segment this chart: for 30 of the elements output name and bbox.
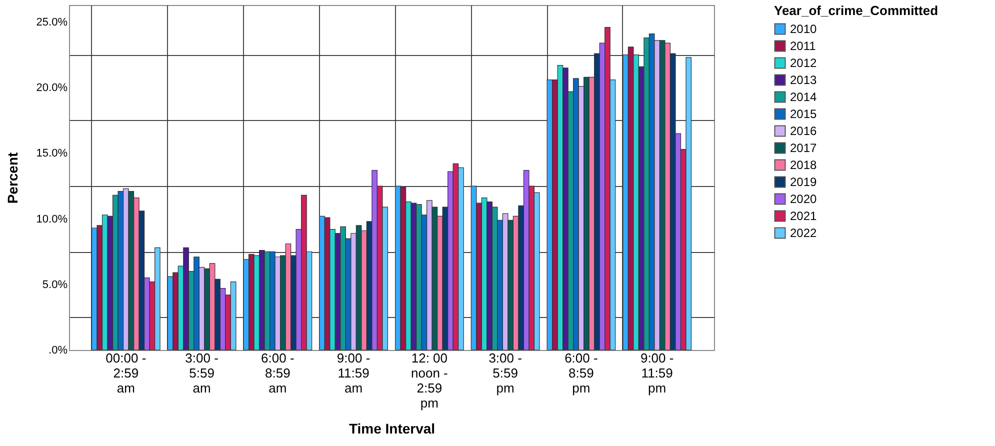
x-tick-label: 3:00 - 5:59 am [185, 350, 218, 396]
x-tick-label: 3:00 - 5:59 pm [488, 350, 522, 396]
x-tick-label: 9:00 - 11:59 am [336, 350, 370, 396]
y-tick-label: 5.0% [42, 278, 68, 291]
legend-label: 2011 [790, 39, 816, 53]
x-tick-label: 00:00 - 2:59 am [106, 350, 146, 396]
y-axis-title: Percent [4, 152, 20, 204]
legend-label: 2019 [790, 175, 818, 189]
x-tick-label: 12: 00 noon - 2:59 pm [411, 350, 448, 410]
y-tick-label: 25.0% [36, 16, 68, 29]
legend-label: 2018 [790, 158, 818, 172]
y-tick-label: 20.0% [36, 82, 68, 94]
legend-label: 2015 [790, 107, 818, 121]
legend-label: 2010 [790, 22, 818, 36]
y-tick-label: .0% [48, 344, 68, 356]
x-tick-label: 9:00 - 11:59 pm [640, 350, 674, 396]
legend-label: 2013 [790, 73, 818, 87]
legend-title: Year_of_crime_Committed [774, 3, 938, 18]
x-tick-label: 6:00 - 8:59 pm [564, 350, 598, 396]
legend-label: 2020 [790, 192, 818, 206]
legend-label: 2017 [790, 141, 818, 155]
legend-label: 2016 [790, 124, 818, 138]
legend-label: 2014 [790, 90, 818, 104]
legend-label: 2012 [790, 56, 818, 70]
legend-label: 2021 [790, 209, 818, 223]
y-tick-label: 10.0% [36, 213, 68, 226]
legend-label: 2022 [790, 226, 818, 240]
x-tick-label: 6:00 - 8:59 am [261, 350, 294, 396]
y-tick-label: 15.0% [36, 148, 68, 160]
x-axis-title: Time Interval [348, 420, 436, 436]
